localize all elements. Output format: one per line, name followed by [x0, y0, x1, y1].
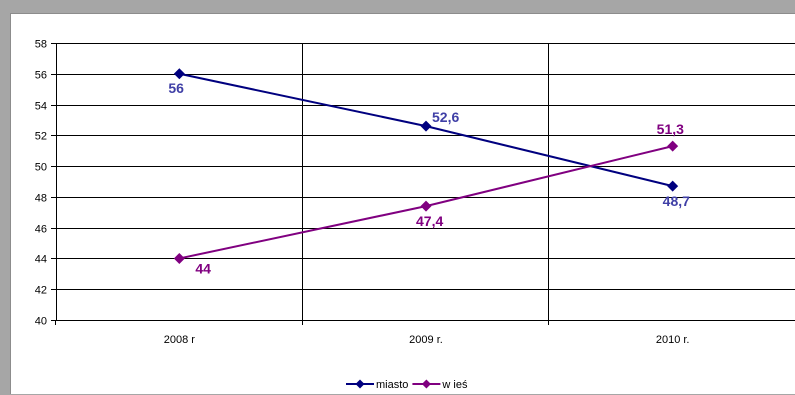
x-tick-label: 2009 r.	[409, 334, 443, 346]
y-tick-label: 52	[35, 131, 47, 143]
legend-label: miasto	[376, 379, 408, 391]
y-tick-label: 50	[35, 162, 47, 174]
grid-lines	[56, 43, 795, 321]
data-label: 52,6	[432, 109, 459, 125]
legend: miasto w ieś	[346, 379, 468, 391]
y-tick-label: 44	[35, 254, 47, 266]
data-point-marker	[420, 200, 432, 212]
data-point-marker	[173, 68, 185, 80]
y-tick-label: 46	[35, 224, 47, 236]
legend-marker	[355, 379, 365, 389]
data-point-marker	[420, 120, 432, 132]
data-label: 48,7	[663, 193, 690, 209]
y-tick-label: 42	[35, 285, 47, 297]
data-label: 47,4	[416, 213, 443, 229]
data-point-marker	[173, 252, 185, 264]
data-label: 56	[168, 80, 184, 96]
y-tick-label: 40	[35, 316, 47, 328]
y-axis-tick-labels: 40 42 44 46 48 50 52 54 56 58	[35, 39, 47, 328]
axes	[51, 43, 795, 325]
y-tick-label: 48	[35, 193, 47, 205]
x-axis-tick-labels: 2008 r 2009 r. 2010 r.	[164, 334, 690, 346]
chart-frame: 40 42 44 46 48 50 52 54 56 58 2008 r 2009 r. 2010 r…	[10, 13, 795, 394]
series-markers	[173, 68, 679, 264]
data-label: 51,3	[657, 121, 684, 137]
data-labels: 56 52,6 48,7 44 47,4 51,3	[168, 80, 690, 277]
line-chart: 40 42 44 46 48 50 52 54 56 58 2008 r 2009 r. 2010 r…	[35, 39, 795, 391]
data-label: 44	[195, 260, 211, 276]
legend-marker	[421, 379, 431, 389]
x-tick-label: 2008 r	[164, 334, 196, 346]
data-point-marker	[667, 140, 679, 152]
legend-label: w ieś	[441, 379, 468, 391]
y-tick-label: 54	[35, 101, 47, 113]
data-point-marker	[667, 180, 679, 192]
y-tick-label: 58	[35, 39, 47, 51]
x-tick-label: 2010 r.	[656, 334, 690, 346]
y-tick-label: 56	[35, 70, 47, 82]
